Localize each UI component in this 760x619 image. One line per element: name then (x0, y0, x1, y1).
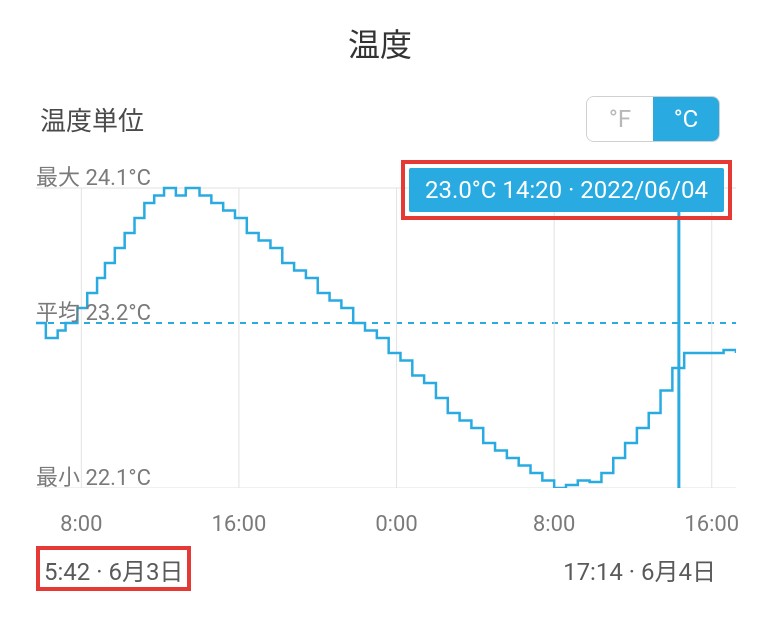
x-tick: 8:00 (533, 512, 575, 537)
chart-canvas (36, 166, 736, 488)
x-tick: 8:00 (60, 512, 102, 537)
unit-fahrenheit-button[interactable]: °F (587, 97, 653, 141)
unit-celsius-button[interactable]: °C (653, 97, 719, 141)
unit-label: 温度単位 (40, 101, 144, 138)
x-tick: 16:00 (684, 512, 739, 537)
temperature-chart[interactable]: 最大 24.1°C 平均 23.2°C 最小 22.1°C 23.0°C 14:… (0, 166, 760, 506)
page-title: 温度 (0, 0, 760, 66)
range-start: 5:42 · 6月3日 (44, 552, 183, 587)
unit-toggle: °F °C (586, 96, 720, 142)
cursor-tooltip: 23.0°C 14:20 · 2022/06/04 (409, 168, 724, 212)
max-label: 最大 24.1°C (36, 160, 151, 192)
avg-label: 平均 23.2°C (36, 295, 151, 327)
time-range-row: 5:42 · 6月3日 17:14 · 6月4日 (0, 550, 760, 590)
controls-row: 温度単位 °F °C (0, 66, 760, 142)
min-label: 最小 22.1°C (36, 460, 151, 492)
x-tick: 0:00 (375, 512, 417, 537)
x-axis: 8:00 16:00 0:00 8:00 16:00 (0, 508, 760, 544)
x-tick: 16:00 (212, 512, 267, 537)
range-end: 17:14 · 6月4日 (563, 552, 716, 587)
